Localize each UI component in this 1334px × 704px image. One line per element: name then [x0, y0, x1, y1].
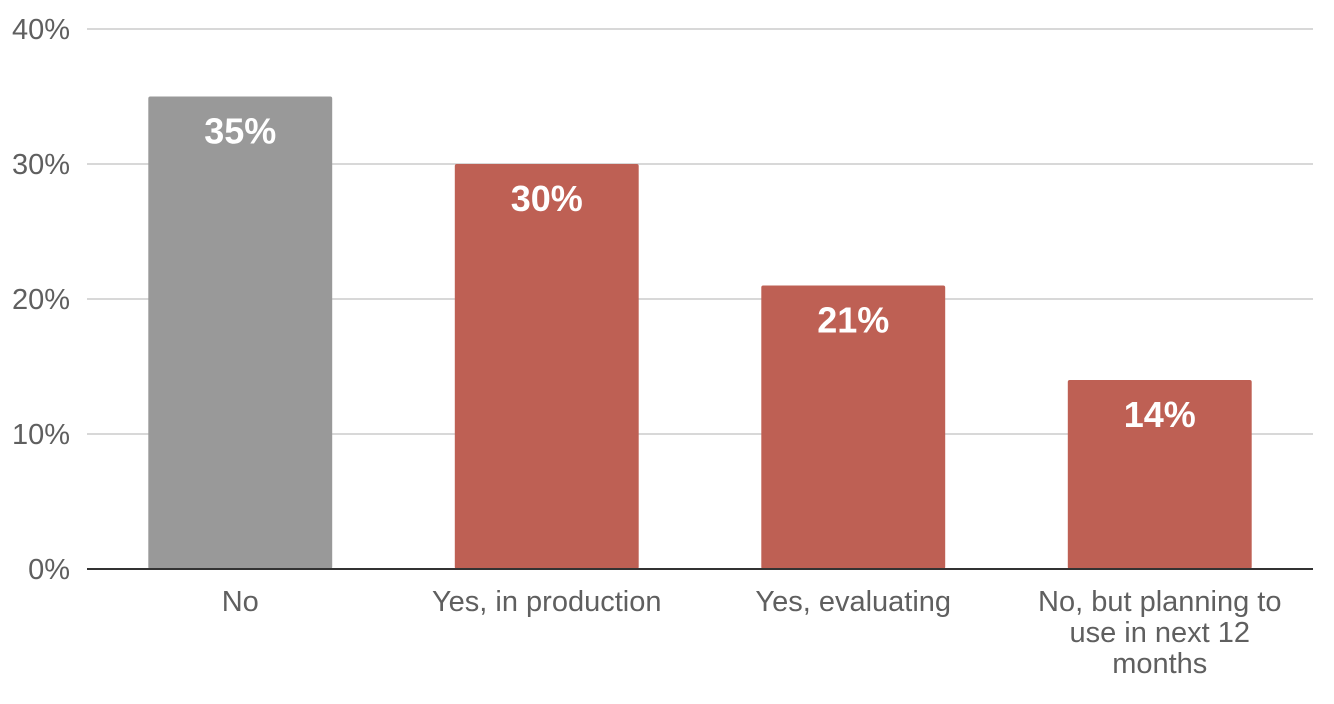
bars — [148, 96, 1252, 569]
category-label: No, but planning to use in next 12 months — [1038, 586, 1281, 680]
category-label: Yes, in production — [432, 586, 661, 618]
y-tick-label: 30% — [12, 149, 70, 181]
data-label: 14% — [1124, 394, 1196, 435]
data-label: 30% — [511, 178, 583, 219]
data-label: 35% — [204, 111, 276, 152]
category-label: No — [222, 586, 259, 618]
y-tick-label: 0% — [28, 554, 70, 586]
bar — [1067, 380, 1252, 569]
y-tick-label: 40% — [12, 14, 70, 46]
data-labels: 35% 30% 21% 14% — [204, 111, 1196, 436]
category-label: Yes, evaluating — [755, 586, 951, 618]
bar — [761, 285, 946, 569]
x-axis-category-labels: No Yes, in production Yes, evaluating No, b… — [222, 586, 1282, 680]
y-axis-tick-labels: 0% 10% 20% 30% 40% — [12, 14, 70, 586]
bar — [454, 164, 639, 569]
y-tick-label: 10% — [12, 419, 70, 451]
bar — [148, 96, 333, 569]
data-label: 21% — [817, 300, 889, 341]
y-tick-label: 20% — [12, 284, 70, 316]
